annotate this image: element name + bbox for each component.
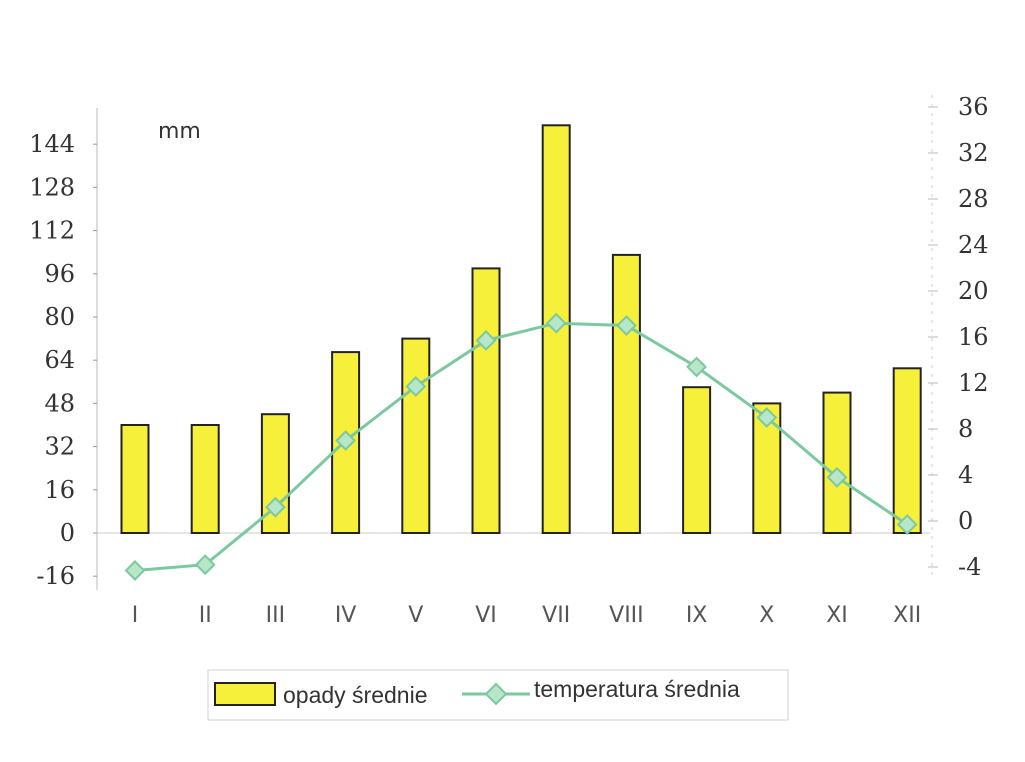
left-axis-tick-label: 80 bbox=[44, 303, 75, 331]
precipitation-bar bbox=[471, 267, 501, 534]
month-label: V bbox=[408, 603, 423, 628]
legend-label-precipitation: opady średnie bbox=[283, 682, 428, 708]
month-label: IV bbox=[335, 603, 357, 628]
month-label: XI bbox=[826, 603, 848, 628]
month-label: XII bbox=[893, 603, 921, 628]
left-axis-tick-label: 112 bbox=[29, 217, 75, 245]
temperature-line bbox=[134, 321, 909, 572]
temperature-point bbox=[686, 356, 708, 378]
legend-swatch-precipitation bbox=[214, 682, 276, 706]
month-label: VII bbox=[542, 603, 570, 628]
right-axis-tick-label: 16 bbox=[958, 323, 989, 351]
right-axis-tick-label: 32 bbox=[958, 139, 989, 167]
precipitation-bar bbox=[822, 391, 852, 534]
axes-layer bbox=[93, 95, 938, 590]
temperature-point bbox=[264, 496, 286, 518]
month-label: VIII bbox=[609, 603, 644, 628]
labels-layer: -160163248648096112128144-40481216202428… bbox=[29, 93, 988, 628]
right-axis-tick-label: 12 bbox=[958, 369, 989, 397]
precipitation-bar bbox=[611, 253, 641, 534]
month-label: IX bbox=[686, 603, 708, 628]
temperature-point bbox=[896, 514, 918, 535]
left-axis-tick-label: 144 bbox=[29, 130, 75, 158]
precipitation-bar bbox=[190, 424, 220, 534]
right-axis-tick-label: 28 bbox=[958, 185, 989, 213]
left-axis-tick-label: 16 bbox=[44, 476, 75, 504]
temperature-point bbox=[405, 376, 427, 397]
month-label: I bbox=[132, 603, 139, 628]
temperature-point bbox=[194, 554, 216, 576]
legend-marker-temperature bbox=[484, 682, 508, 706]
right-axis-tick-label: 4 bbox=[958, 461, 973, 489]
right-axis-tick-label: 36 bbox=[958, 93, 989, 121]
month-label: III bbox=[266, 603, 285, 628]
precipitation-bar bbox=[120, 424, 150, 534]
right-axis-tick-label: 20 bbox=[958, 277, 989, 305]
right-axis-tick-label: -4 bbox=[958, 553, 981, 581]
month-label: X bbox=[759, 603, 774, 628]
legend-label-temperature: temperatura średnia bbox=[534, 676, 740, 702]
left-axis-tick-label: 64 bbox=[44, 346, 75, 374]
left-axis-tick-label: 96 bbox=[44, 260, 75, 288]
month-label: VI bbox=[475, 603, 497, 628]
precipitation-bar bbox=[892, 367, 922, 534]
temperature-point bbox=[615, 315, 637, 336]
temperature-point bbox=[756, 407, 778, 428]
left-axis-tick-label: 0 bbox=[60, 519, 75, 547]
left-axis-tick-label: -16 bbox=[36, 562, 75, 590]
right-axis-tick-label: 0 bbox=[958, 507, 973, 535]
left-axis-tick-label: 32 bbox=[44, 433, 75, 461]
right-axis-tick-label: 8 bbox=[958, 415, 973, 443]
left-axis-unit-label: mm bbox=[158, 119, 201, 144]
bars-layer bbox=[120, 124, 922, 535]
legend: opady średnie temperatura średnia bbox=[207, 669, 789, 721]
temperature-point bbox=[335, 430, 357, 451]
left-axis-tick-label: 128 bbox=[29, 173, 75, 201]
precipitation-bar bbox=[331, 351, 361, 534]
temperature-point bbox=[545, 312, 567, 334]
temperature-point bbox=[826, 466, 848, 488]
right-axis-tick-label: 24 bbox=[958, 231, 989, 259]
temperature-point bbox=[124, 560, 146, 581]
month-label: II bbox=[199, 603, 212, 628]
precipitation-bar bbox=[682, 386, 712, 535]
precipitation-bar bbox=[401, 337, 431, 534]
left-axis-tick-label: 48 bbox=[44, 389, 75, 417]
temperature-point bbox=[475, 330, 497, 351]
legend-box bbox=[207, 669, 789, 721]
temperature-line-layer bbox=[124, 312, 918, 581]
